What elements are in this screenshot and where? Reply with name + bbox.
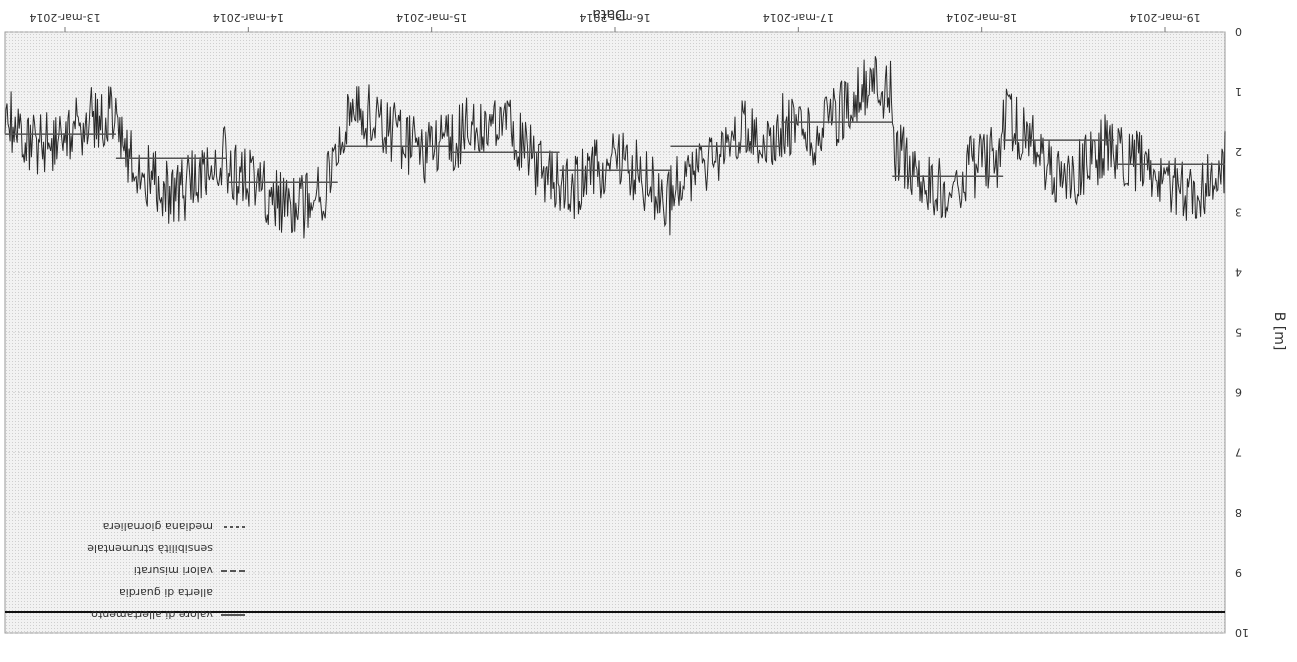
signal-line [4,56,1226,239]
x-axis-title: Data [592,6,625,22]
legend-label: valore di allertamento [91,608,213,621]
legend-item: sensibilità strumentale [87,542,213,555]
legend-label: valori misurati [134,564,213,577]
signal-series [4,56,1226,239]
legend-item: mediana giornaliera [103,520,245,533]
y-tick-label: 5 [1235,326,1242,339]
legend-label: mediana giornaliera [103,520,213,533]
y-tick-label: 2 [1235,145,1242,158]
y-tick-label: 6 [1235,386,1242,399]
legend-label: allerta di guardia [119,586,213,599]
x-tick-label: 16-mar-2014 [579,11,650,24]
y-tick-label: 10 [1235,626,1249,639]
legend-item: valore di allertamento [91,608,245,621]
x-tick-label: 18-mar-2014 [946,11,1017,24]
x-tick-label: 15-mar-2014 [396,11,467,24]
y-tick-label: 9 [1235,566,1242,579]
x-tick-label: 19-mar-2014 [1129,11,1200,24]
y-tick-label: 8 [1235,506,1242,519]
x-tick-label: 17-mar-2014 [763,11,834,24]
legend-label: sensibilità strumentale [87,542,213,555]
y-axis: 0 1 2 3 4 5 6 7 8 9 10 [1235,25,1249,639]
y-tick-label: 7 [1235,446,1242,459]
y-tick-label: 1 [1235,85,1242,98]
mean-level-series [5,121,1225,183]
x-tick-label: 14-mar-2014 [213,11,284,24]
y-tick-label: 3 [1235,205,1242,218]
grid [5,31,1225,634]
y-axis-title: B [m] [1271,312,1287,351]
x-axis: 19-mar-2014 18-mar-2014 17-mar-2014 16-mar-… [29,11,1201,32]
legend-item: allerta di guardia [119,586,213,599]
legend-item: valori misurati [134,564,245,577]
y-tick-label: 0 [1235,25,1242,38]
x-tick-label: 13-mar-2014 [29,11,100,24]
y-tick-label: 4 [1235,265,1242,278]
legend: valore di allertamento allerta di guardia… [87,520,245,621]
